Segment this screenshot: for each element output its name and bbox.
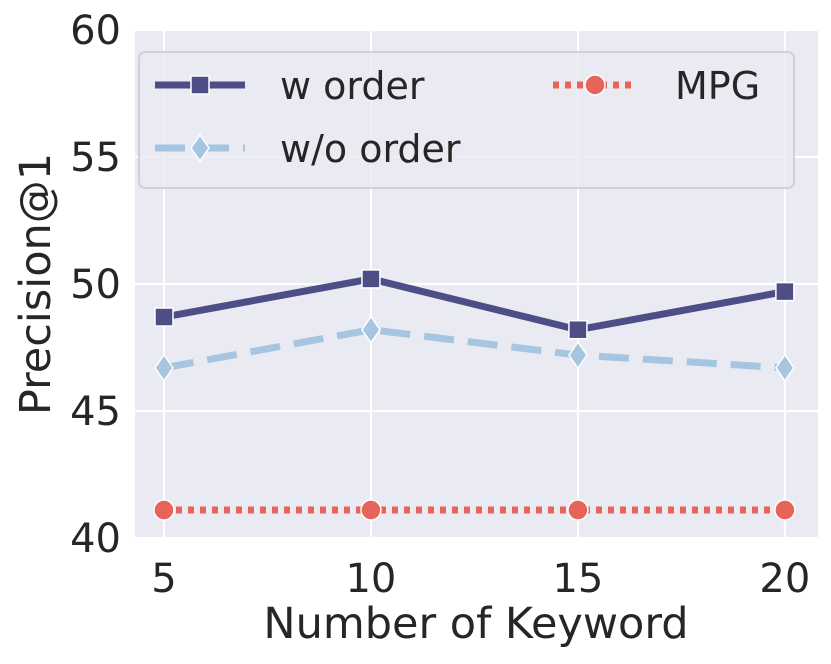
data-point bbox=[775, 281, 795, 302]
x-tick-labels: 5 10 15 20 bbox=[151, 556, 810, 602]
y-tick-label: 45 bbox=[70, 389, 121, 435]
y-tick-label: 55 bbox=[70, 135, 121, 181]
y-tick-label: 40 bbox=[70, 516, 121, 562]
legend: w order w/o order MPG bbox=[138, 51, 795, 189]
data-point bbox=[774, 353, 795, 383]
series-w-order bbox=[154, 269, 795, 340]
series-line bbox=[163, 275, 786, 334]
legend-label: w/o order bbox=[280, 127, 461, 171]
legend-marker bbox=[190, 133, 210, 163]
data-point bbox=[568, 340, 588, 370]
data-point bbox=[360, 499, 382, 521]
x-tick-label: 20 bbox=[759, 556, 810, 602]
y-axis-label: Precision@1 bbox=[11, 153, 61, 415]
y-tick-label: 60 bbox=[70, 8, 121, 54]
x-tick-label: 10 bbox=[345, 556, 396, 602]
series-line bbox=[163, 326, 786, 372]
series-w-o-order bbox=[154, 315, 795, 383]
data-point bbox=[154, 307, 174, 327]
data-point bbox=[361, 315, 381, 345]
data-point bbox=[154, 353, 174, 383]
y-tick-labels: 40 45 50 55 60 bbox=[70, 8, 121, 562]
x-tick-label: 5 bbox=[151, 556, 176, 602]
data-point bbox=[568, 319, 588, 340]
y-tick-label: 50 bbox=[70, 262, 121, 308]
series-mpg bbox=[153, 499, 796, 521]
data-point bbox=[361, 269, 381, 289]
data-point bbox=[774, 499, 796, 521]
x-axis-label: Number of Keyword bbox=[263, 599, 688, 649]
x-tick-label: 15 bbox=[552, 556, 603, 602]
legend-marker bbox=[190, 75, 210, 95]
data-point bbox=[567, 499, 589, 521]
legend-label: MPG bbox=[675, 64, 760, 108]
data-point bbox=[153, 499, 175, 521]
legend-marker bbox=[584, 74, 606, 96]
legend-label: w order bbox=[280, 64, 425, 108]
series-layer bbox=[153, 269, 796, 521]
